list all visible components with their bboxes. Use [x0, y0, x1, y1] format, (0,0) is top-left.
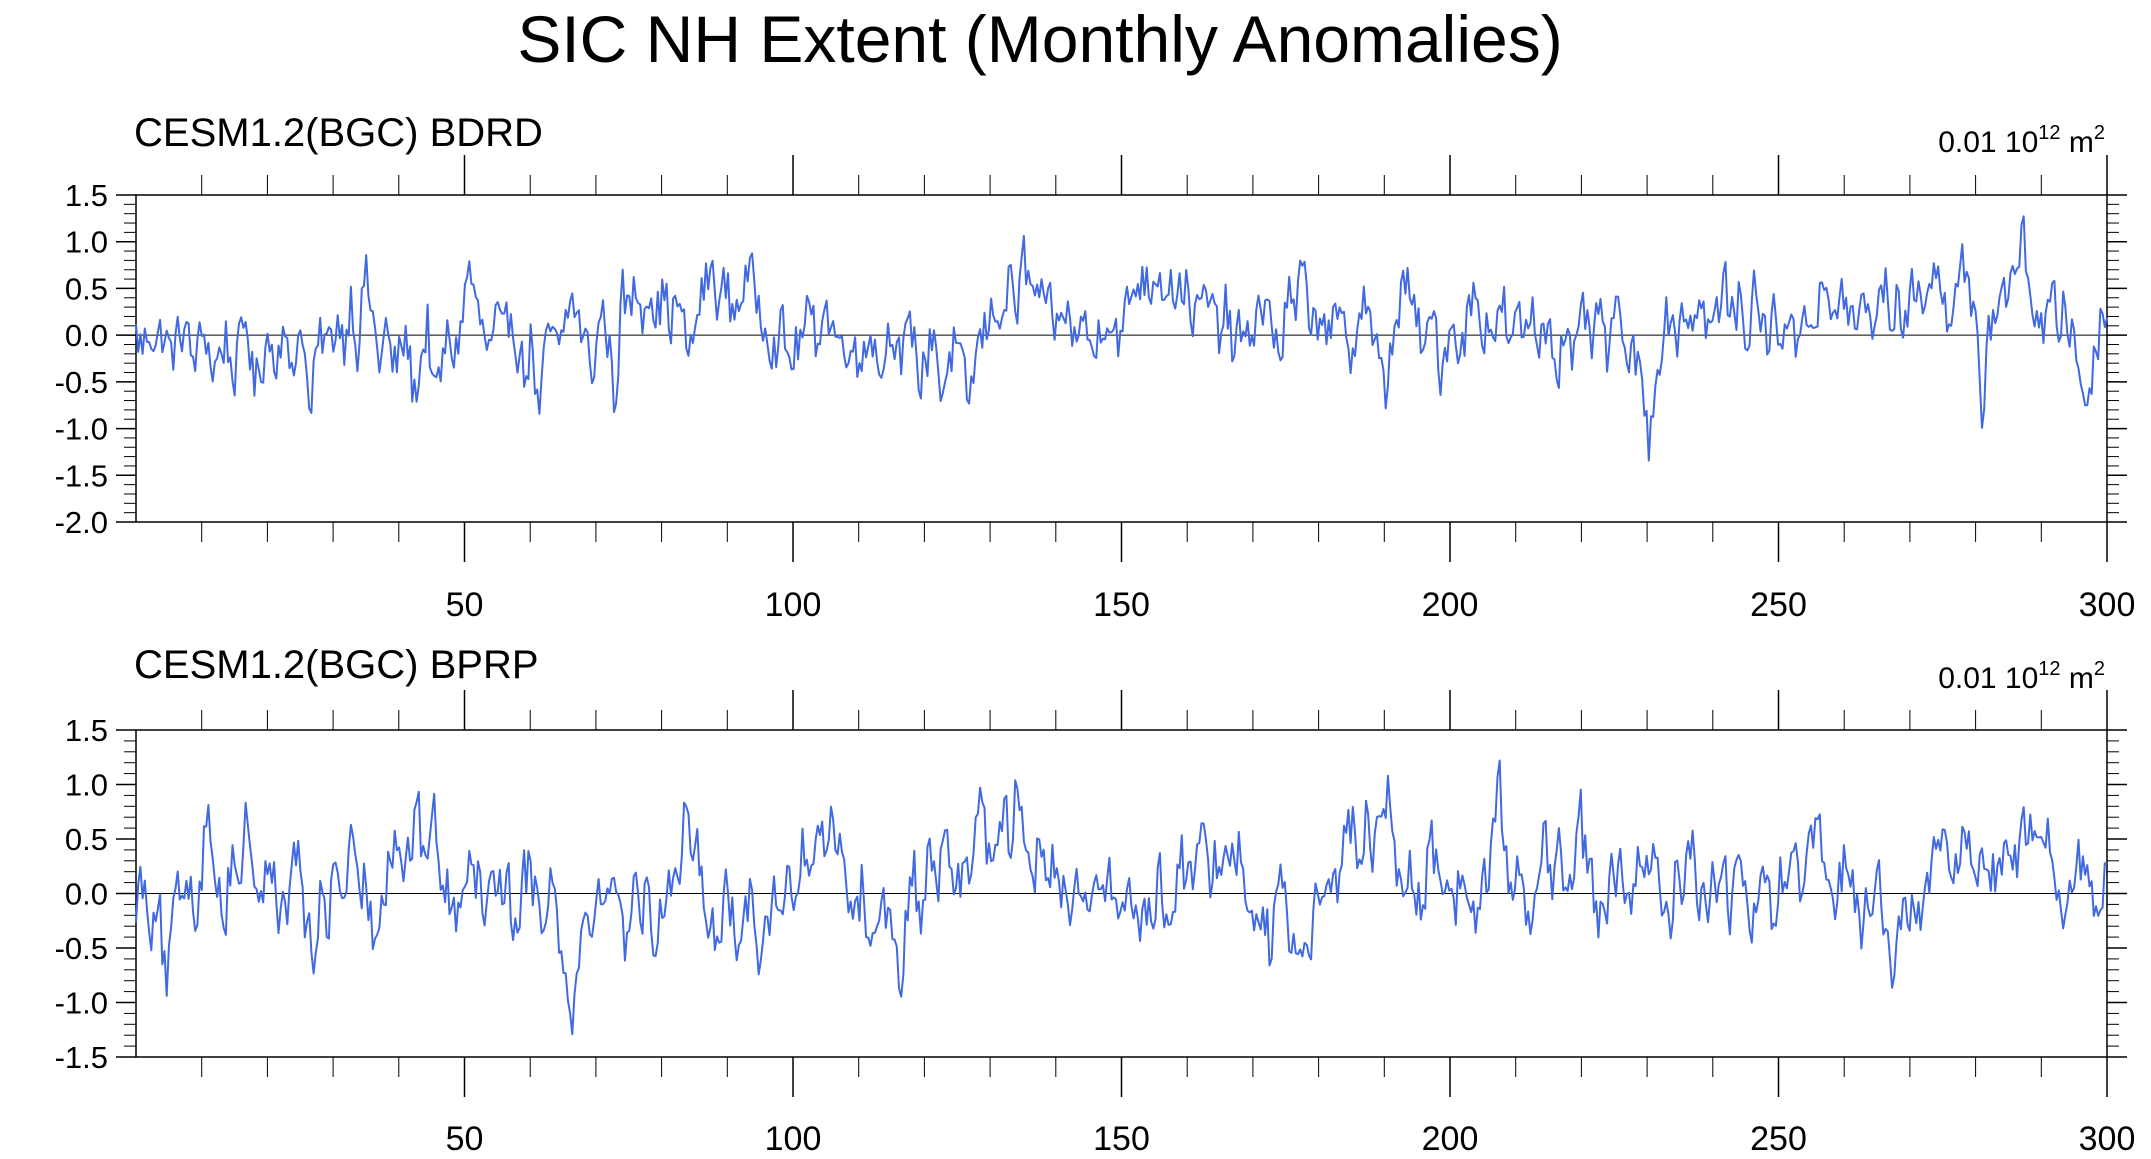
y-tick-label: 0.5	[65, 822, 108, 857]
y-tick-label: -1.0	[55, 412, 108, 447]
x-tick-label: 200	[1422, 1120, 1479, 1158]
y-tick-label: -2.0	[55, 505, 108, 540]
y-tick-label: 1.5	[65, 713, 108, 748]
y-tick-label: 1.0	[65, 225, 108, 260]
chart-title: SIC NH Extent (Monthly Anomalies)	[517, 2, 1562, 76]
y-tick-label: 0.5	[65, 271, 108, 306]
x-tick-label: 300	[2079, 1120, 2136, 1158]
y-tick-label: -1.5	[55, 1040, 108, 1075]
panel-subtitle: CESM1.2(BGC) BPRP	[134, 643, 539, 687]
x-tick-label: 250	[1750, 1120, 1807, 1158]
y-tick-label: -0.5	[55, 365, 108, 400]
x-tick-label: 100	[765, 586, 822, 624]
x-tick-label: 50	[446, 1120, 484, 1158]
x-tick-label: 150	[1093, 586, 1150, 624]
panel-bprp: CESM1.2(BGC) BPRP 0.01 1012 m2 1.5 1.0 0.5…	[55, 643, 2136, 1158]
y-tick-label: 0.0	[65, 877, 108, 912]
panel-subtitle: CESM1.2(BGC) BDRD	[134, 111, 543, 155]
panel-bdrd: CESM1.2(BGC) BDRD 0.01 1012 m2 1.5 1.0 0.5…	[55, 111, 2136, 624]
x-tick-label: 150	[1093, 1120, 1150, 1158]
y-tick-label: -1.5	[55, 458, 108, 493]
x-tick-label: 200	[1422, 586, 1479, 624]
units-label: 0.01 1012 m2	[1938, 658, 2105, 695]
series-line	[135, 215, 2108, 462]
units-label: 0.01 1012 m2	[1938, 122, 2105, 159]
series-line	[135, 759, 2108, 1036]
y-tick-label: 0.0	[65, 318, 108, 353]
y-tick-label: 1.5	[65, 178, 108, 213]
plot-frame	[135, 194, 2108, 523]
y-tick-label: -0.5	[55, 931, 108, 966]
x-tick-label: 100	[765, 1120, 822, 1158]
x-tick-label: 300	[2079, 586, 2136, 624]
x-tick-label: 250	[1750, 586, 1807, 624]
y-tick-label: 1.0	[65, 768, 108, 803]
y-tick-label: -1.0	[55, 986, 108, 1021]
x-tick-label: 50	[446, 586, 484, 624]
